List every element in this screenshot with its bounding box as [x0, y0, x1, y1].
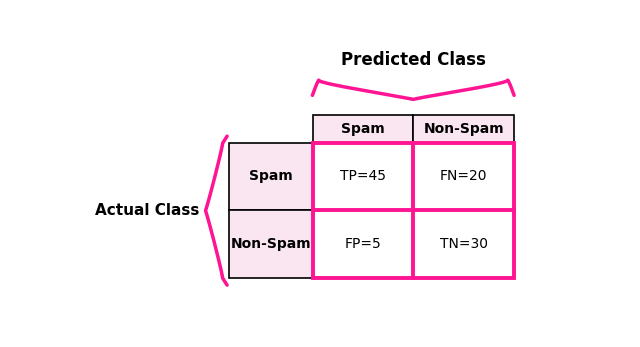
Bar: [312, 143, 413, 210]
Bar: [229, 210, 312, 278]
Bar: [413, 143, 514, 210]
Bar: [312, 115, 413, 143]
Text: TP=45: TP=45: [340, 169, 386, 184]
Text: FP=5: FP=5: [344, 237, 381, 251]
Text: Actual Class: Actual Class: [95, 203, 199, 218]
Text: Spam: Spam: [341, 122, 385, 136]
Bar: [413, 210, 514, 278]
Text: Spam: Spam: [249, 169, 292, 184]
Text: Non-Spam: Non-Spam: [230, 237, 311, 251]
Bar: [312, 143, 514, 278]
Bar: [312, 210, 413, 278]
Bar: [229, 143, 312, 210]
Text: Predicted Class: Predicted Class: [341, 51, 486, 69]
Bar: [413, 115, 514, 143]
Text: FN=20: FN=20: [440, 169, 488, 184]
Text: TN=30: TN=30: [440, 237, 488, 251]
Text: Non-Spam: Non-Spam: [423, 122, 504, 136]
